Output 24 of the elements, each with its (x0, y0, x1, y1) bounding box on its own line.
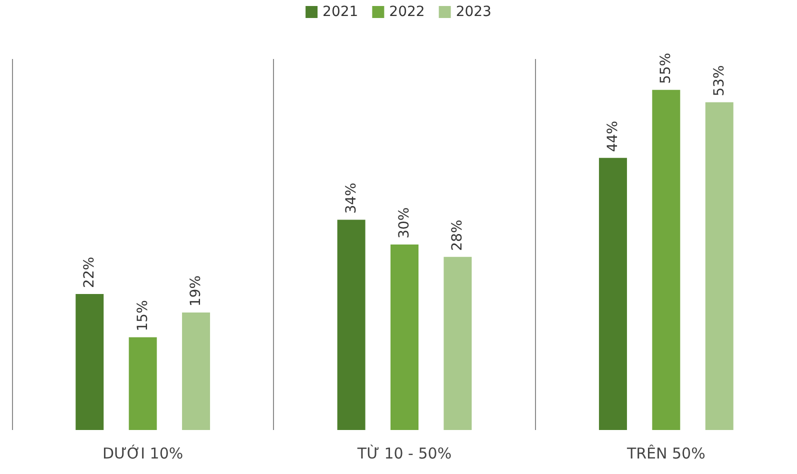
data-label: 15% (134, 300, 151, 332)
data-label: 55% (658, 52, 674, 84)
data-label: 44% (604, 120, 621, 152)
data-label: 53% (711, 65, 728, 96)
x-tick-label: DƯỚI 10% (102, 444, 184, 462)
bar (128, 337, 157, 430)
data-label: 19% (188, 275, 204, 307)
legend-label: 2023 (456, 4, 492, 20)
legend-label: 2022 (389, 4, 425, 20)
data-label: 34% (343, 182, 360, 214)
bar (598, 158, 627, 430)
data-label: 30% (396, 207, 412, 238)
data-label: 22% (82, 256, 98, 288)
bar (182, 312, 210, 430)
legend-label: 2021 (322, 4, 358, 20)
bar (390, 244, 418, 430)
bar (337, 220, 366, 430)
bar (652, 90, 680, 430)
x-tick-label: TRÊN 50% (626, 444, 706, 462)
data-label: 28% (450, 220, 466, 251)
bar (444, 256, 472, 430)
bar (76, 294, 104, 430)
bar (705, 102, 734, 430)
x-tick-label: TỪ 10 - 50% (356, 444, 452, 462)
